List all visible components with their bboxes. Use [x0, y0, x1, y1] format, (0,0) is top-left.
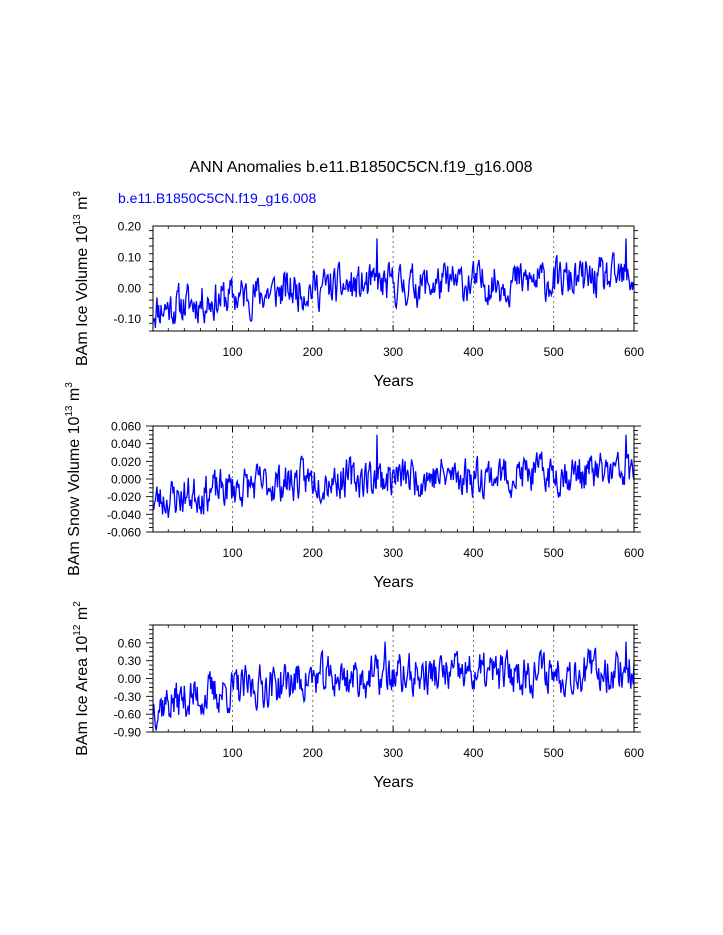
x-tick-label: 500	[544, 546, 564, 560]
y-tick-label: -0.90	[114, 726, 142, 740]
x-tick-label: 200	[303, 345, 323, 359]
x-tick-label: 600	[624, 746, 644, 760]
panel-ice-area: 100 200 300 400 500 600 -0.90 -0.60 -0.30 0.00 0.3…	[72, 601, 644, 791]
y-axis-title: BAm Ice Area 1012 m2	[72, 601, 91, 756]
plot-frame	[152, 425, 635, 533]
y-tick-label: -0.060	[107, 526, 141, 540]
y-axis-title: BAm Ice Volume 1013 m3	[72, 191, 91, 366]
y-tick-label: -0.10	[114, 312, 142, 326]
x-tick-label: 400	[463, 746, 483, 760]
plot-frame	[152, 225, 635, 332]
x-tick-label: 400	[463, 546, 483, 560]
case-label: b.e11.B1850C5CN.f19_g16.008	[118, 190, 316, 206]
x-tick-label: 600	[624, 546, 644, 560]
panel-ice-volume: 100 200 300 400 500 600 -0.10 0.00 0.10 0.20 Years…	[72, 191, 644, 390]
x-tick-label: 300	[383, 345, 403, 359]
x-tick-label: 500	[544, 746, 564, 760]
x-axis-title: Years	[373, 774, 413, 791]
y-tick-label: 0.30	[118, 654, 142, 668]
figure-title: ANN Anomalies b.e11.B1850C5CN.f19_g16.00…	[189, 159, 532, 176]
x-tick-label: 200	[303, 746, 323, 760]
x-tick-label: 200	[303, 546, 323, 560]
x-tick-label: 100	[222, 546, 242, 560]
series-line-ice-volume	[152, 238, 635, 328]
x-tick-label: 300	[383, 546, 403, 560]
x-tick-label: 100	[222, 746, 242, 760]
x-tick-label: 600	[624, 345, 644, 359]
x-axis-title: Years	[373, 373, 413, 390]
series-line-ice-area	[152, 641, 635, 731]
x-tick-label: 500	[544, 345, 564, 359]
x-axis-title: Years	[373, 574, 413, 591]
y-tick-label: -0.60	[114, 708, 142, 722]
x-tick-label: 300	[383, 746, 403, 760]
x-tick-label: 100	[222, 345, 242, 359]
y-tick-label: 0.00	[118, 672, 142, 686]
y-tick-label: 0.10	[118, 250, 142, 264]
series-line-snow-volume	[152, 434, 635, 518]
y-tick-label: 0.20	[118, 220, 142, 234]
y-tick-label: -0.020	[107, 490, 141, 504]
y-tick-label: 0.060	[111, 420, 141, 434]
y-tick-label: 0.00	[118, 281, 142, 295]
y-tick-label: -0.040	[107, 508, 141, 522]
panel-snow-volume: 100 200 300 400 500 600 -0.060 -0.040 -0.020 0.00…	[64, 382, 644, 591]
y-tick-label: -0.30	[114, 690, 142, 704]
y-tick-label: 0.000	[111, 473, 141, 487]
y-axis-title: BAm Snow Volume 1013 m3	[64, 382, 83, 576]
y-tick-label: 0.040	[111, 437, 141, 451]
panels: 100 200 300 400 500 600 -0.10 0.00 0.10 0.20 Years…	[64, 191, 644, 791]
x-tick-label: 400	[463, 345, 483, 359]
y-tick-label: 0.60	[118, 636, 142, 650]
y-tick-label: 0.020	[111, 455, 141, 469]
